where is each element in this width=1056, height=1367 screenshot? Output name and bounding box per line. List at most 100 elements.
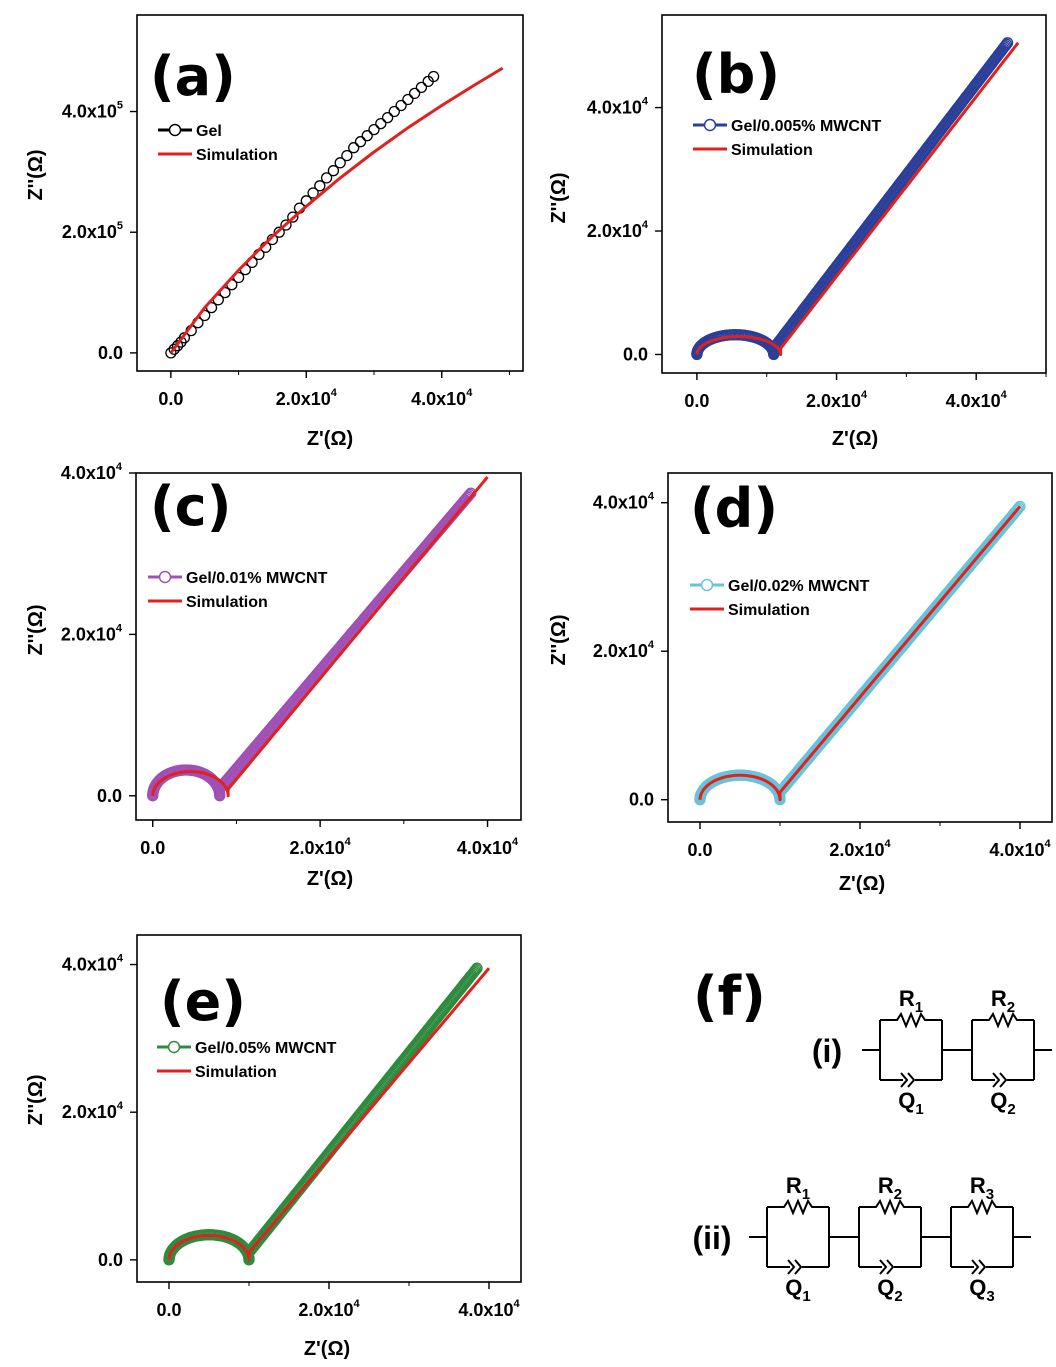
resistor-symbol (972, 1011, 1034, 1029)
legend-label: Gel/0.02% MWCNT (728, 578, 870, 595)
resistor-label-symbol: R (970, 1173, 986, 1198)
data-point (471, 962, 483, 974)
y-tick-label-base: 0.0 (623, 344, 648, 364)
x-axis-title: Z'(Ω) (304, 1338, 350, 1360)
y-tick-label-base: 2.0x10 (587, 221, 642, 241)
y-tick-label-base: 0.0 (629, 790, 654, 810)
legend-swatch-marker (700, 578, 714, 592)
y-tick-label-base: 2.0x10 (62, 222, 117, 242)
data-point (168, 343, 180, 355)
cpe-symbol (992, 1072, 1008, 1088)
x-axis-title: Z'(Ω) (307, 868, 353, 890)
simulation-line (698, 505, 1022, 802)
legend-label: Simulation (195, 1064, 277, 1081)
cpe-label-symbol: Q (969, 1275, 986, 1300)
y-tick-label: 4.0x104 (62, 953, 124, 975)
cpe-label-symbol: Q (877, 1275, 894, 1300)
simulation-line (167, 967, 491, 1262)
x-axis-title: Z'(Ω) (832, 428, 878, 450)
y-tick-label: 0.0 (623, 344, 648, 364)
data-point (1012, 503, 1024, 515)
resistor-symbol (951, 1198, 1013, 1216)
y-tick-label-exp: 4 (117, 953, 124, 965)
data-point (327, 165, 340, 177)
legend: Gel/0.01% MWCNT Simulation (148, 570, 328, 611)
data-point (165, 347, 177, 359)
data-point (354, 136, 367, 148)
y-tick-label-exp: 4 (648, 491, 655, 503)
data-point (1011, 504, 1023, 516)
data-point (427, 70, 440, 83)
x-tick-label-exp: 4 (512, 836, 519, 848)
x-tick-label-exp: 4 (345, 836, 352, 848)
y-tick-label-base: 0.0 (97, 786, 122, 806)
y-tick-label-exp: 4 (642, 219, 649, 231)
y-tick-label-exp: 4 (116, 461, 123, 473)
legend-label: Simulation (731, 142, 813, 159)
legend-label: Gel/0.05% MWCNT (195, 1040, 337, 1057)
x-tick-label-base: 0.0 (156, 1300, 181, 1320)
x-tick-label: 4.0x104 (457, 836, 519, 858)
y-tick-label-base: 4.0x10 (62, 102, 117, 122)
x-tick-label-base: 4.0x10 (946, 391, 1001, 411)
panel-label: (e) (160, 970, 246, 1033)
x-tick-label: 4.0x104 (458, 1298, 520, 1320)
data-point (348, 142, 360, 154)
resistor-label: R3 (970, 1173, 994, 1203)
data-point (468, 966, 480, 978)
x-tick-label-exp: 4 (1044, 838, 1051, 850)
x-tick-label-base: 2.0x10 (276, 389, 331, 409)
x-tick-label: 0.0 (684, 391, 709, 411)
plot-area (147, 476, 489, 802)
cpe-symbol (879, 1259, 895, 1275)
y-tick-label: 4.0x104 (587, 96, 649, 118)
cpe-label-subscript: 1 (802, 1288, 810, 1305)
y-tick-label: 2.0x104 (587, 219, 649, 241)
data-point (320, 172, 333, 184)
resistor-symbol (767, 1198, 829, 1216)
data-point (334, 157, 346, 169)
legend-swatch-marker (703, 118, 717, 132)
y-tick-label-exp: 5 (117, 100, 123, 112)
data-series-markers (165, 70, 440, 359)
data-point (469, 965, 481, 977)
y-tick-label: 0.0 (98, 1250, 123, 1270)
x-tick-label: 4.0x104 (946, 389, 1008, 411)
plot-frame (135, 472, 522, 821)
chart-panel-3: 0.0 2.0x104 4.0x1040.02.0x1044.0x104Z'(Ω)Z… (25, 461, 522, 890)
x-axis-title: Z'(Ω) (307, 428, 353, 450)
y-tick-label-base: 2.0x10 (593, 641, 648, 661)
y-tick-label-base: 0.0 (98, 1250, 123, 1270)
x-tick-label-exp: 4 (353, 1298, 360, 1310)
x-tick-label: 0.0 (158, 389, 183, 409)
panel-label: (b) (692, 43, 780, 106)
cpe-label-subscript: 3 (986, 1288, 994, 1305)
plot-frame (136, 14, 524, 372)
data-point (375, 117, 387, 130)
x-tick-label-exp: 4 (861, 389, 868, 401)
data-point (280, 219, 292, 231)
x-tick-label-base: 2.0x10 (290, 838, 345, 858)
data-point (402, 93, 414, 106)
y-tick-label-exp: 4 (642, 96, 649, 108)
y-tick-label: 2.0x104 (593, 639, 655, 661)
resistor-label-subscript: 3 (986, 1186, 994, 1203)
plot-area (691, 37, 1020, 361)
cpe-label-subscript: 1 (915, 1101, 923, 1118)
y-tick-label-exp: 4 (116, 622, 123, 634)
x-tick-label-base: 4.0x10 (457, 838, 512, 858)
x-tick-label: 0.0 (140, 838, 165, 858)
legend-label: Simulation (186, 594, 268, 611)
resistor-label-subscript: 2 (894, 1186, 902, 1203)
data-series-markers (694, 500, 1026, 806)
y-tick-label-exp: 5 (117, 220, 123, 232)
y-tick-label: 0.0 (629, 790, 654, 810)
x-tick-label-base: 0.0 (140, 838, 165, 858)
y-tick-label: 4.0x105 (62, 100, 123, 122)
data-point (341, 149, 353, 162)
